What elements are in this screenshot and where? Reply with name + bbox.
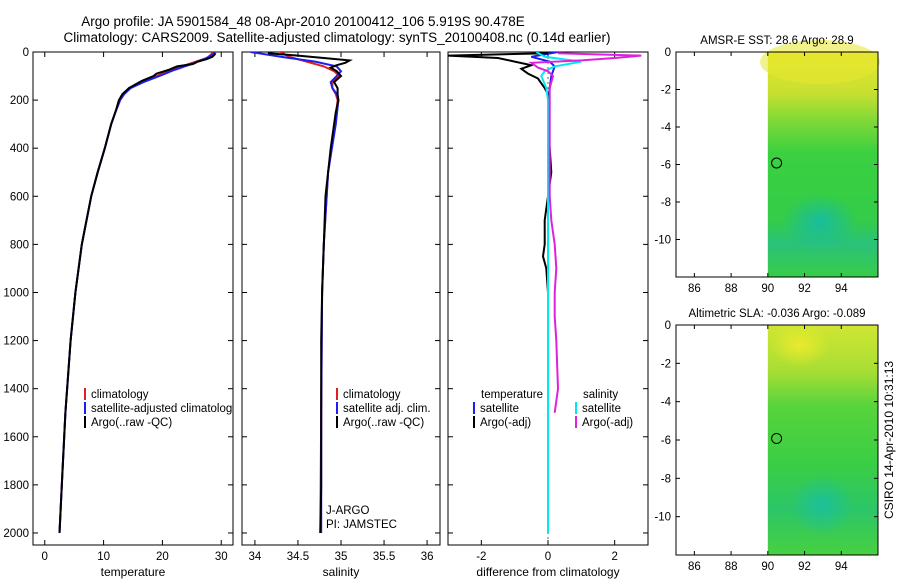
temperature-legend-title: temperature [481, 389, 543, 401]
sla_map-xtick-label: 92 [798, 561, 811, 573]
sla_map-ytick-label: -6 [661, 435, 671, 447]
temperature-legend-label: Argo(-adj) [480, 417, 531, 429]
sla_map-ytick-label: 0 [665, 320, 671, 332]
temperature-legend-label: satellite [480, 403, 519, 415]
salinity-xtick-label: 34.5 [287, 551, 309, 563]
sla-map-panel: Altimetric SLA: -0.036 Argo: -0.089 86 88 9… [654, 308, 879, 573]
temperature-axes-frame [32, 51, 234, 546]
sla_map-xtick-label: 86 [688, 561, 701, 573]
difference-series-salinity-argo-adj [528, 52, 642, 413]
argo-position-marker [771, 432, 783, 444]
temperature-legend-label: satellite-adjusted climatology [91, 403, 238, 415]
sla_map-ytick-label: -2 [661, 358, 671, 370]
sla_map-ytick-label: -10 [654, 512, 671, 524]
temperature-series-argo-raw-qc [58, 52, 217, 534]
salinity-legend-label: satellite adj. clim. [343, 403, 431, 415]
salinity-xtick-label: 34 [249, 551, 262, 563]
sla_map-ytick-label: -8 [661, 473, 671, 485]
salinity-legend-label: Argo(-adj) [582, 417, 633, 429]
difference-panel: -2 0 2 difference from climatology temperatu… [447, 51, 649, 579]
sla_map-xtick-label: 90 [761, 561, 774, 573]
sst-map-cool-patch [782, 194, 858, 250]
salinity-series-satellite-adj-clim [250, 52, 343, 533]
depth-tick-label: 400 [10, 143, 29, 155]
sst-map-warm-patch [760, 40, 880, 84]
sst_map-ytick-label: -2 [661, 85, 671, 97]
temperature-xlabel: temperature [101, 565, 166, 579]
sla-map-low-patch [790, 475, 854, 535]
salinity-series-argo-raw-qc [267, 52, 353, 534]
temperature-xtick-label: 10 [97, 551, 110, 563]
float-annotation: PI: JAMSTEC [326, 519, 397, 531]
difference-xtick-label: -2 [476, 551, 486, 563]
argo-position-marker [771, 157, 783, 169]
temperature-xtick-label: 30 [215, 551, 228, 563]
sst_map-xtick-label: 90 [761, 283, 774, 295]
salinity-xtick-label: 36 [421, 551, 434, 563]
depth-tick-label: 200 [10, 95, 29, 107]
sst_map-ytick-label: -10 [654, 235, 671, 247]
figure-title-line2: Climatology: CARS2009. Satellite-adjuste… [63, 30, 610, 45]
sst_map-title: AMSR-E SST: 28.6 Argo: 28.9 [700, 35, 853, 47]
salinity-xtick-label: 35.5 [373, 551, 395, 563]
depth-tick-label: 1400 [3, 384, 29, 396]
difference-xtick-label: 0 [545, 551, 551, 563]
salinity-legend-label: climatology [343, 389, 401, 401]
salinity-xtick-label: 35 [335, 551, 348, 563]
sla_map-title: Altimetric SLA: -0.036 Argo: -0.089 [688, 308, 865, 320]
temperature-series-climatology [58, 52, 214, 534]
temperature-legend-label: Argo(..raw -QC) [91, 417, 172, 429]
depth-tick-label: 1600 [3, 432, 29, 444]
sst_map-xtick-label: 88 [725, 283, 738, 295]
depth-tick-label: 1200 [3, 336, 29, 348]
difference-series-temperature-argo-adj [448, 52, 553, 413]
salinity-panel: 34 34.5 35 35.5 36 salinity climatology satelli… [241, 51, 441, 579]
depth-tick-label: 1000 [3, 287, 29, 299]
sst_map-ytick-label: -6 [661, 160, 671, 172]
temperature-legend-label: climatology [91, 389, 149, 401]
depth-tick-label: 800 [10, 239, 29, 251]
sla_map-xtick-label: 88 [725, 561, 738, 573]
temperature-xtick-label: 20 [156, 551, 169, 563]
salinity-legend-label: satellite [582, 403, 621, 415]
sst_map-xtick-label: 86 [688, 283, 701, 295]
figure-title-line1: Argo profile: JA 5901584_48 08-Apr-2010 … [81, 14, 525, 29]
sst_map-ytick-label: -4 [661, 122, 672, 134]
sla_map-xtick-label: 94 [835, 561, 848, 573]
sst-map-panel: AMSR-E SST: 28.6 Argo: 28.9 86 88 90 92 94 0 -2… [654, 35, 880, 295]
depth-tick-label: 1800 [3, 480, 29, 492]
float-annotation: J-ARGO [326, 505, 370, 517]
temperature-panel: 0 10 20 30 0 200 400 600 800 1000 1200 1400 1600 1800… [3, 47, 238, 579]
difference-series-salinity-satellite [535, 52, 582, 533]
salinity-xlabel: salinity [323, 565, 360, 579]
salinity-axes-frame [241, 51, 441, 546]
sst_map-ytick-label: -8 [661, 197, 671, 209]
footer-stamp: CSIRO 14-Apr-2010 10:31:13 [882, 361, 896, 519]
salinity-series-climatology [280, 52, 341, 534]
depth-tick-label: 0 [23, 47, 29, 59]
salinity-legend-label: Argo(..raw -QC) [343, 417, 424, 429]
sst_map-xtick-label: 94 [835, 283, 848, 295]
sla-map-high-patch [770, 323, 830, 367]
sst_map-ytick-label: 0 [665, 47, 671, 59]
depth-tick-label: 600 [10, 191, 29, 203]
sst_map-xtick-label: 92 [798, 283, 811, 295]
salinity-legend-title: salinity [583, 389, 618, 401]
temperature-series-satellite-adjusted-climatology [58, 52, 216, 534]
temperature-xtick-label: 0 [42, 551, 48, 563]
sla_map-ytick-label: -4 [661, 397, 672, 409]
difference-xtick-label: 2 [611, 551, 617, 563]
difference-xlabel: difference from climatology [476, 565, 619, 579]
depth-tick-label: 2000 [3, 528, 29, 540]
